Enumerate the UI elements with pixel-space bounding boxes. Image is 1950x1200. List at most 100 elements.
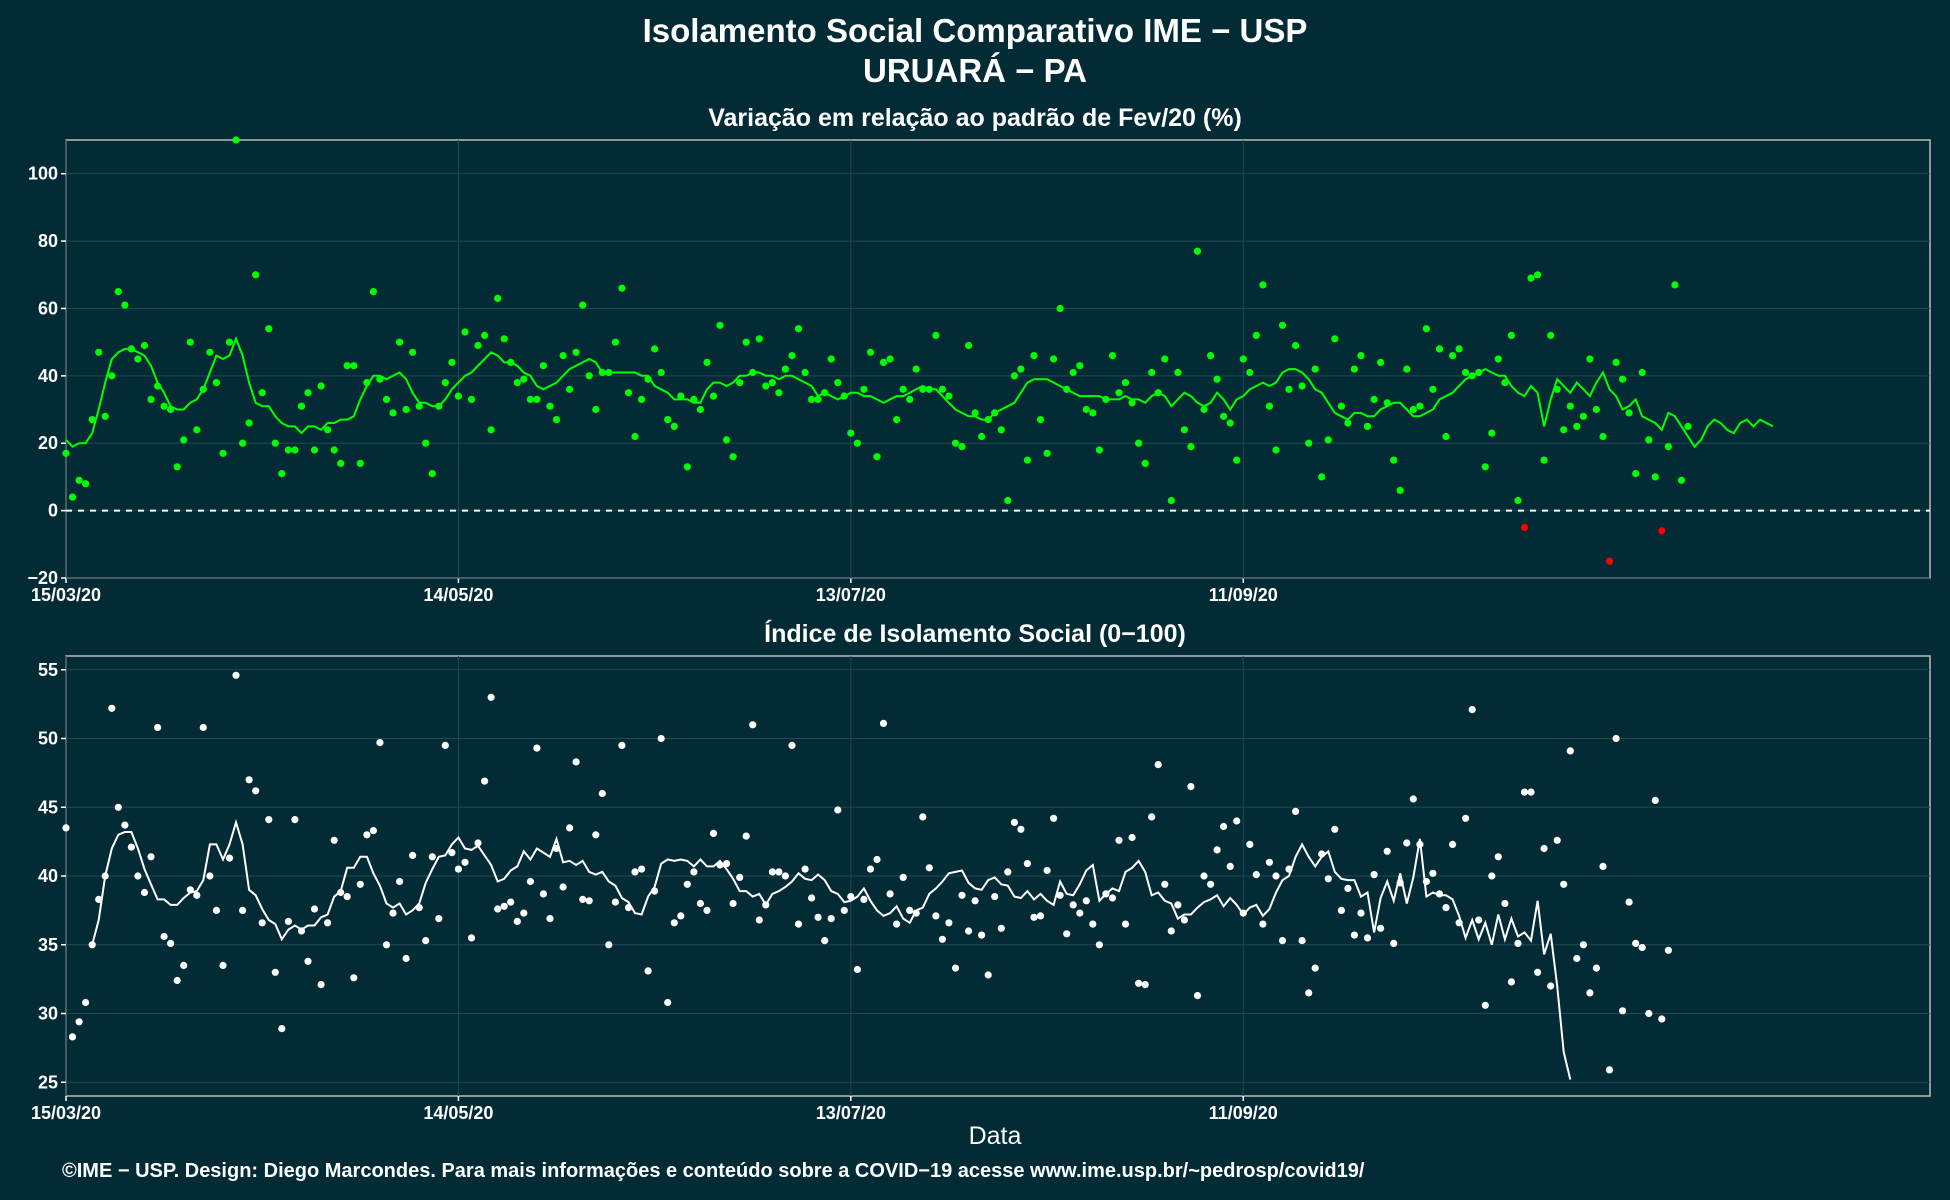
data-point [114, 803, 122, 811]
data-point [75, 476, 83, 484]
data-point [448, 358, 456, 366]
data-point [1619, 1007, 1627, 1015]
data-point [912, 909, 920, 917]
data-point [971, 897, 979, 905]
data-point [860, 895, 868, 904]
data-point [88, 416, 96, 424]
data-point [376, 739, 384, 747]
data-point [1645, 436, 1653, 444]
data-point [624, 904, 633, 912]
data-point [1605, 557, 1614, 565]
data-point [1108, 894, 1117, 902]
data-point [1481, 463, 1489, 471]
data-point [559, 352, 567, 360]
data-point [232, 136, 240, 144]
data-point [1658, 527, 1666, 535]
data-point [886, 355, 894, 363]
data-point [1017, 365, 1025, 373]
data-point [847, 893, 855, 901]
data-point [232, 671, 240, 679]
data-point [428, 470, 436, 478]
data-point [683, 463, 691, 471]
data-point [186, 886, 194, 894]
data-point [147, 395, 155, 403]
data-point [167, 939, 175, 948]
data-point [1350, 365, 1358, 373]
data-point [723, 860, 731, 868]
data-point [644, 375, 652, 383]
data-point [932, 912, 940, 920]
data-point [1265, 402, 1273, 410]
data-point [1344, 884, 1352, 893]
data-point [893, 920, 901, 928]
data-point [1239, 909, 1247, 917]
data-point [566, 824, 574, 832]
data-point [330, 446, 338, 454]
data-point [1514, 496, 1522, 505]
data-point [827, 915, 835, 923]
data-point [912, 365, 920, 373]
data-point [1076, 909, 1084, 917]
data-point [611, 338, 620, 346]
y-tick-label: 40 [38, 366, 58, 386]
data-point [396, 338, 404, 346]
top-panel: 15/03/20 14/05/20 13/07/20 11/09/20 −20 0 20 40… [27, 136, 1931, 605]
data-point [1246, 840, 1254, 849]
data-point [1396, 879, 1404, 887]
data-point [965, 341, 973, 350]
data-point [879, 358, 888, 366]
data-point [88, 941, 96, 949]
data-point [1442, 432, 1450, 441]
data-point [1416, 402, 1424, 410]
data-point [1167, 927, 1175, 935]
data-point [755, 916, 763, 924]
data-point [821, 937, 829, 945]
data-point [1605, 1066, 1614, 1074]
data-point [1677, 476, 1686, 484]
data-point [108, 704, 116, 712]
data-point [487, 426, 495, 434]
data-point [1318, 850, 1326, 858]
data-point [1664, 946, 1672, 954]
data-point [68, 1033, 77, 1041]
data-point [1475, 916, 1483, 924]
data-point [814, 913, 822, 921]
data-point [1651, 796, 1659, 805]
data-point [454, 392, 462, 400]
data-point [500, 335, 508, 343]
y-tick-label: 35 [38, 935, 58, 955]
data-point [1285, 385, 1293, 393]
data-point [1278, 321, 1287, 329]
data-point [1121, 379, 1130, 387]
data-point [1004, 868, 1012, 876]
data-point [1612, 358, 1620, 366]
data-point [1069, 368, 1077, 377]
data-point [1520, 523, 1529, 532]
data-point [108, 372, 116, 380]
data-point [1292, 341, 1300, 350]
top-panel-title: Variação em relação ao padrão de Fev/20 … [708, 104, 1242, 132]
data-point [1357, 909, 1365, 917]
data-point [317, 981, 325, 989]
data-point [422, 937, 430, 945]
data-point [1468, 706, 1476, 714]
data-point [291, 816, 299, 824]
data-point [389, 909, 397, 917]
data-point [1632, 470, 1640, 478]
data-point [1056, 891, 1064, 899]
data-point [389, 409, 397, 417]
moving-average-line [91, 818, 1572, 1080]
data-point [454, 865, 462, 873]
data-point [1174, 901, 1182, 909]
data-point [494, 294, 502, 302]
data-point [716, 861, 724, 869]
data-point [781, 872, 790, 880]
data-point [840, 392, 848, 400]
data-point [552, 844, 561, 853]
data-point [310, 446, 319, 454]
data-point [664, 998, 672, 1007]
y-tick-label: 40 [38, 866, 58, 886]
data-point [1377, 358, 1385, 366]
data-point [919, 385, 927, 393]
data-point [768, 379, 777, 387]
